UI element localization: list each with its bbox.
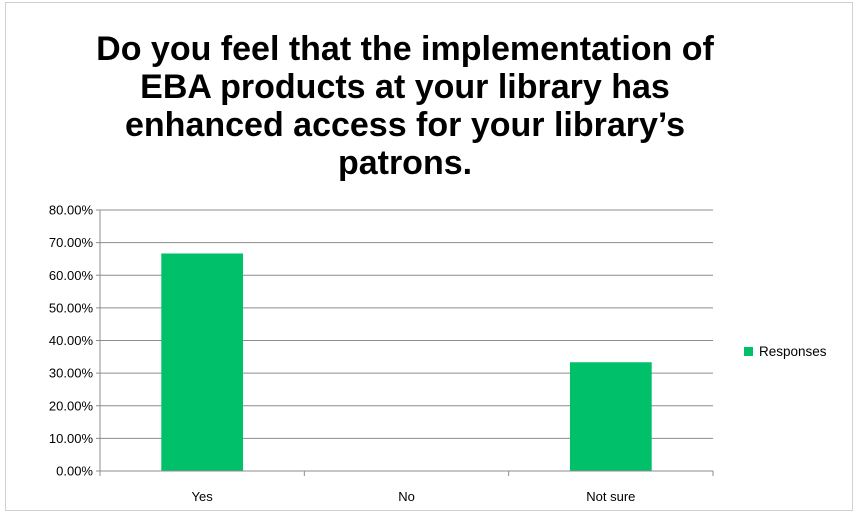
x-tick-label: Not sure (586, 489, 635, 504)
y-tick-label: 20.00% (49, 398, 94, 413)
bar-not-sure (569, 362, 652, 471)
bars (161, 253, 652, 471)
x-tick-labels: Yes No Not sure (192, 489, 636, 504)
y-tick-label: 60.00% (49, 268, 94, 283)
legend-label: Responses (759, 344, 827, 359)
x-tick-label: Yes (192, 489, 214, 504)
x-tick-label: No (398, 489, 415, 504)
y-tick-label: 10.00% (49, 431, 94, 446)
legend-swatch (744, 347, 753, 356)
bar-yes (161, 253, 244, 471)
y-tick-labels: 0.00% 10.00% 20.00% 30.00% 40.00% 50.00% 60.00… (49, 203, 94, 479)
legend: Responses (744, 344, 827, 359)
y-tick-label: 40.00% (49, 333, 94, 348)
chart-title: Do you feel that the implementation of E… (96, 30, 714, 182)
y-tick-label: 80.00% (49, 203, 94, 218)
chart-frame (5, 2, 853, 511)
y-tick-label: 30.00% (49, 366, 94, 381)
axes (96, 209, 714, 476)
y-tick-label: 50.00% (49, 300, 94, 315)
y-tick-label: 0.00% (56, 464, 93, 479)
y-tick-label: 70.00% (49, 235, 94, 250)
